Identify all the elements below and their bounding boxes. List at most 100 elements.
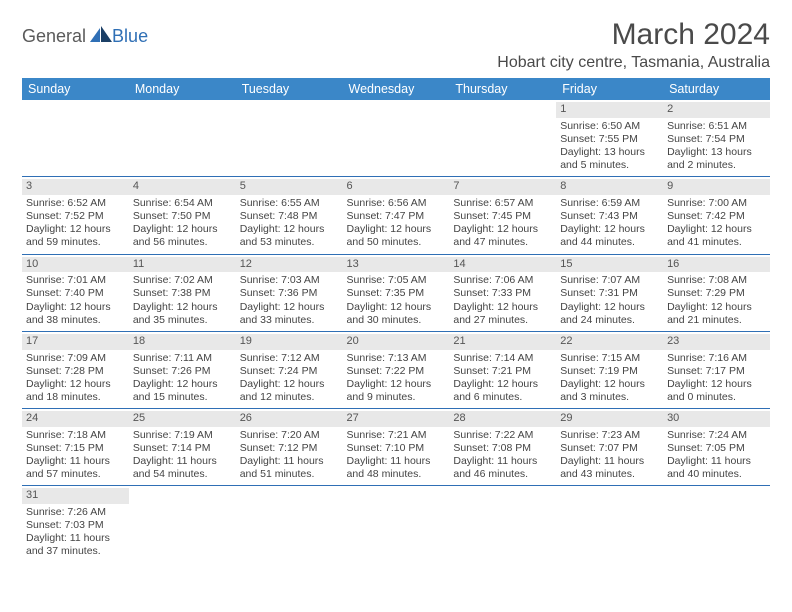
day-header: Saturday — [663, 78, 770, 100]
sunset-text: Sunset: 7:50 PM — [133, 210, 232, 223]
sunset-text: Sunset: 7:45 PM — [453, 210, 552, 223]
sunrise-text: Sunrise: 7:19 AM — [133, 429, 232, 442]
sunrise-text: Sunrise: 6:56 AM — [347, 197, 446, 210]
sunset-text: Sunset: 7:10 PM — [347, 442, 446, 455]
sunset-text: Sunset: 7:42 PM — [667, 210, 766, 223]
day-number: 13 — [343, 257, 450, 273]
calendar-table: SundayMondayTuesdayWednesdayThursdayFrid… — [22, 78, 770, 563]
sunrise-text: Sunrise: 7:20 AM — [240, 429, 339, 442]
calendar-cell: 6Sunrise: 6:56 AMSunset: 7:47 PMDaylight… — [343, 177, 450, 254]
sunrise-text: Sunrise: 7:02 AM — [133, 274, 232, 287]
sunset-text: Sunset: 7:08 PM — [453, 442, 552, 455]
calendar-cell: 12Sunrise: 7:03 AMSunset: 7:36 PMDayligh… — [236, 254, 343, 331]
daylight-text: Daylight: 12 hours and 56 minutes. — [133, 223, 232, 249]
sunrise-text: Sunrise: 7:03 AM — [240, 274, 339, 287]
day-number: 28 — [449, 411, 556, 427]
sunset-text: Sunset: 7:19 PM — [560, 365, 659, 378]
calendar-cell: 24Sunrise: 7:18 AMSunset: 7:15 PMDayligh… — [22, 409, 129, 486]
sunrise-text: Sunrise: 7:23 AM — [560, 429, 659, 442]
logo: General Blue — [22, 26, 148, 47]
daylight-text: Daylight: 11 hours and 54 minutes. — [133, 455, 232, 481]
sunrise-text: Sunrise: 6:52 AM — [26, 197, 125, 210]
daylight-text: Daylight: 12 hours and 47 minutes. — [453, 223, 552, 249]
sunrise-text: Sunrise: 7:15 AM — [560, 352, 659, 365]
sunset-text: Sunset: 7:24 PM — [240, 365, 339, 378]
calendar-cell: 22Sunrise: 7:15 AMSunset: 7:19 PMDayligh… — [556, 331, 663, 408]
daylight-text: Daylight: 12 hours and 21 minutes. — [667, 301, 766, 327]
day-header: Friday — [556, 78, 663, 100]
day-number: 2 — [663, 102, 770, 118]
calendar-cell: 20Sunrise: 7:13 AMSunset: 7:22 PMDayligh… — [343, 331, 450, 408]
sunrise-text: Sunrise: 7:18 AM — [26, 429, 125, 442]
calendar-cell: 31Sunrise: 7:26 AMSunset: 7:03 PMDayligh… — [22, 486, 129, 563]
calendar-cell: 21Sunrise: 7:14 AMSunset: 7:21 PMDayligh… — [449, 331, 556, 408]
sunset-text: Sunset: 7:03 PM — [26, 519, 125, 532]
calendar-cell: . — [236, 100, 343, 177]
calendar-cell: 11Sunrise: 7:02 AMSunset: 7:38 PMDayligh… — [129, 254, 236, 331]
calendar-cell: 7Sunrise: 6:57 AMSunset: 7:45 PMDaylight… — [449, 177, 556, 254]
title-block: March 2024 Hobart city centre, Tasmania,… — [497, 18, 770, 72]
logo-text-1: Genera — [22, 26, 82, 47]
calendar-cell: 28 Sunrise: 7:22 AMSunset: 7:08 PMDayligh… — [449, 409, 556, 486]
sunrise-text: Sunrise: 7:14 AM — [453, 352, 552, 365]
calendar-cell: 17Sunrise: 7:09 AMSunset: 7:28 PMDayligh… — [22, 331, 129, 408]
day-number: 7 — [449, 179, 556, 195]
sunrise-text: Sunrise: 7:22 AM — [453, 429, 552, 442]
calendar-row: 10Sunrise: 7:01 AMSunset: 7:40 PMDayligh… — [22, 254, 770, 331]
sunset-text: Sunset: 7:48 PM — [240, 210, 339, 223]
sunset-text: Sunset: 7:38 PM — [133, 287, 232, 300]
sunset-text: Sunset: 7:47 PM — [347, 210, 446, 223]
daylight-text: Daylight: 12 hours and 9 minutes. — [347, 378, 446, 404]
day-number: 23 — [663, 334, 770, 350]
daylight-text: Daylight: 12 hours and 33 minutes. — [240, 301, 339, 327]
sunrise-text: Sunrise: 7:21 AM — [347, 429, 446, 442]
sunset-text: Sunset: 7:35 PM — [347, 287, 446, 300]
sunset-text: Sunset: 7:22 PM — [347, 365, 446, 378]
location-text: Hobart city centre, Tasmania, Australia — [497, 54, 770, 72]
calendar-cell: 1Sunrise: 6:50 AMSunset: 7:55 PMDaylight… — [556, 100, 663, 177]
day-number: 21 — [449, 334, 556, 350]
sunrise-text: Sunrise: 7:26 AM — [26, 506, 125, 519]
calendar-cell: 8Sunrise: 6:59 AMSunset: 7:43 PMDaylight… — [556, 177, 663, 254]
day-number: 5 — [236, 179, 343, 195]
sunset-text: Sunset: 7:14 PM — [133, 442, 232, 455]
day-number: 12 — [236, 257, 343, 273]
sunrise-text: Sunrise: 7:12 AM — [240, 352, 339, 365]
logo-text-2: l — [82, 26, 86, 47]
daylight-text: Daylight: 12 hours and 18 minutes. — [26, 378, 125, 404]
calendar-cell: 18Sunrise: 7:11 AMSunset: 7:26 PMDayligh… — [129, 331, 236, 408]
daylight-text: Daylight: 12 hours and 41 minutes. — [667, 223, 766, 249]
sunset-text: Sunset: 7:07 PM — [560, 442, 659, 455]
day-number: 11 — [129, 257, 236, 273]
calendar-cell: . — [343, 100, 450, 177]
daylight-text: Daylight: 11 hours and 43 minutes. — [560, 455, 659, 481]
sunset-text: Sunset: 7:40 PM — [26, 287, 125, 300]
day-number: 8 — [556, 179, 663, 195]
calendar-cell: 25Sunrise: 7:19 AMSunset: 7:14 PMDayligh… — [129, 409, 236, 486]
header: General Blue March 2024 Hobart city cent… — [22, 18, 770, 72]
daylight-text: Daylight: 12 hours and 3 minutes. — [560, 378, 659, 404]
calendar-cell: 23Sunrise: 7:16 AMSunset: 7:17 PMDayligh… — [663, 331, 770, 408]
day-header: Wednesday — [343, 78, 450, 100]
day-number: 17 — [22, 334, 129, 350]
daylight-text: Daylight: 11 hours and 46 minutes. — [453, 455, 552, 481]
calendar-row: 17Sunrise: 7:09 AMSunset: 7:28 PMDayligh… — [22, 331, 770, 408]
daylight-text: Daylight: 12 hours and 0 minutes. — [667, 378, 766, 404]
daylight-text: Daylight: 12 hours and 35 minutes. — [133, 301, 232, 327]
calendar-row: .....1Sunrise: 6:50 AMSunset: 7:55 PMDay… — [22, 100, 770, 177]
calendar-row: 24Sunrise: 7:18 AMSunset: 7:15 PMDayligh… — [22, 409, 770, 486]
calendar-body: .....1Sunrise: 6:50 AMSunset: 7:55 PMDay… — [22, 100, 770, 563]
day-number: 1 — [556, 102, 663, 118]
daylight-text: Daylight: 12 hours and 44 minutes. — [560, 223, 659, 249]
sunrise-text: Sunrise: 7:05 AM — [347, 274, 446, 287]
sunrise-text: Sunrise: 7:00 AM — [667, 197, 766, 210]
sunrise-text: Sunrise: 6:55 AM — [240, 197, 339, 210]
day-number: 20 — [343, 334, 450, 350]
sunset-text: Sunset: 7:21 PM — [453, 365, 552, 378]
day-number: 3 — [22, 179, 129, 195]
calendar-cell: 29Sunrise: 7:23 AMSunset: 7:07 PMDayligh… — [556, 409, 663, 486]
day-number: 24 — [22, 411, 129, 427]
sunset-text: Sunset: 7:29 PM — [667, 287, 766, 300]
calendar-cell: 16Sunrise: 7:08 AMSunset: 7:29 PMDayligh… — [663, 254, 770, 331]
calendar-cell: 27Sunrise: 7:21 AMSunset: 7:10 PMDayligh… — [343, 409, 450, 486]
